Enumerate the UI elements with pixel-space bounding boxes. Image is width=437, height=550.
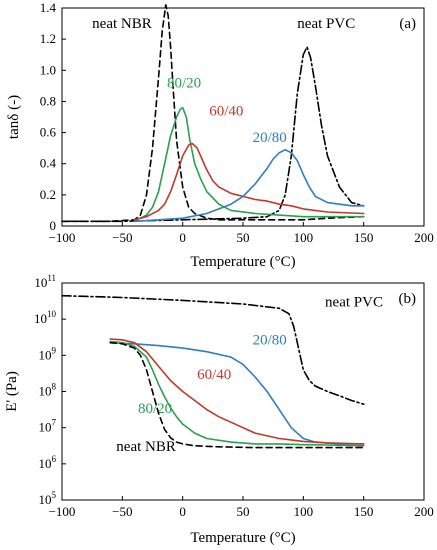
panel-b: −100 −50 0 50 100 150 200 105 106 107 108 109 1010 10… <box>4 273 434 546</box>
series-label: neat PVC <box>297 16 355 32</box>
plot-frame <box>61 282 425 501</box>
y-axis-label: tanδ (-) <box>6 95 22 139</box>
series-line <box>133 106 365 221</box>
x-tick-label: 0 <box>179 504 186 519</box>
x-tick-label: −50 <box>112 230 132 245</box>
x-tick-label: 50 <box>237 230 250 245</box>
series-label: 60/40 <box>197 367 231 383</box>
y-tick-label: 105 <box>39 490 57 507</box>
x-tick-label: −100 <box>49 504 76 519</box>
y-tick-label: 109 <box>39 345 57 362</box>
x-axis-label: Temperature (°C) <box>190 254 295 270</box>
x-tick-label: 100 <box>294 230 314 245</box>
panel-a: −100 −50 0 50 100 150 200 0 0.2 0.4 0.6 0.8 1.0 1.2 1.… <box>6 0 434 270</box>
y-tick-label: 0.8 <box>40 93 56 108</box>
x-axis-label: Temperature (°C) <box>190 530 295 546</box>
x-tick-label: −100 <box>49 230 76 245</box>
x-tick-label: 200 <box>414 504 434 519</box>
series-line <box>61 4 365 223</box>
panel-label: (a) <box>399 16 416 32</box>
x-tick-label: −50 <box>112 504 132 519</box>
y-tick-label: 1011 <box>34 273 56 290</box>
x-tick-label: 100 <box>294 504 314 519</box>
panel-label: (b) <box>399 291 417 307</box>
series-label: neat NBR <box>92 16 152 32</box>
y-tick-label: 106 <box>39 454 57 471</box>
series-line <box>133 148 365 223</box>
y-tick-label: 0 <box>50 218 57 233</box>
y-tick-label: 1.2 <box>40 31 56 46</box>
series-label: 80/20 <box>138 401 172 417</box>
y-tick-label: 108 <box>39 382 57 399</box>
series-line <box>109 341 365 449</box>
series-line <box>61 46 365 223</box>
x-tick-label: 150 <box>354 230 374 245</box>
y-tick-label: 0.6 <box>40 125 57 140</box>
y-tick-label: 1.4 <box>40 0 57 15</box>
series-label: neat NBR <box>116 439 176 455</box>
series-label: neat PVC <box>325 295 383 311</box>
series-line <box>109 341 365 445</box>
series-line <box>61 294 365 405</box>
x-tick-label: 150 <box>354 504 374 519</box>
series-line <box>109 338 365 445</box>
y-tick-label: 0.2 <box>40 187 56 202</box>
series-label: 60/40 <box>209 103 243 119</box>
y-tick-label: 1010 <box>34 309 57 326</box>
series-label: 20/80 <box>253 332 287 348</box>
y-tick-label: 0.4 <box>40 156 57 171</box>
y-axis-label: E' (Pa) <box>4 371 20 412</box>
x-tick-label: 50 <box>237 504 250 519</box>
series-line <box>109 340 365 447</box>
series-label: 20/80 <box>253 130 287 146</box>
series-label: 80/20 <box>167 75 201 91</box>
x-tick-label: 0 <box>179 230 186 245</box>
x-tick-label: 200 <box>414 230 434 245</box>
series-line <box>133 142 365 221</box>
y-tick-label: 1.0 <box>40 62 56 77</box>
y-tick-label: 107 <box>39 418 57 435</box>
